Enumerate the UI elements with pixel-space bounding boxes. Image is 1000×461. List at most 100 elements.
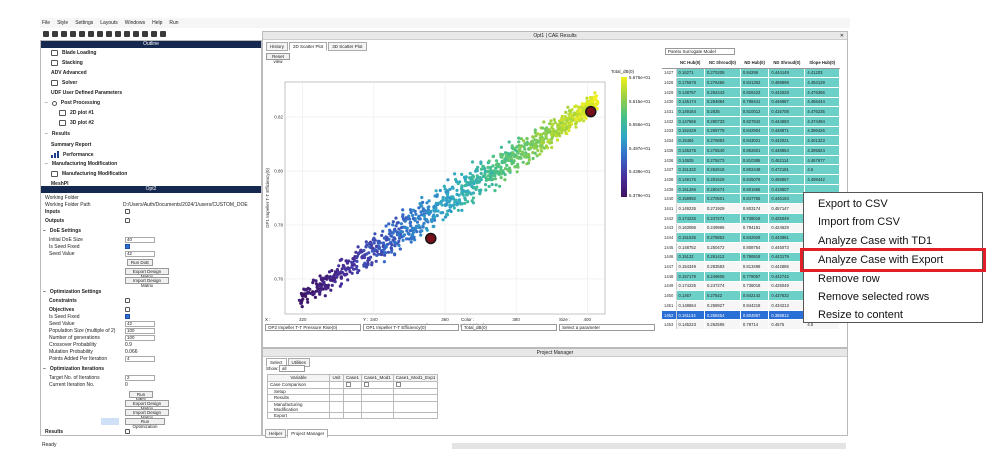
export-icon[interactable]	[133, 30, 139, 37]
close-icon[interactable]: ✕	[839, 33, 844, 39]
outline-item-stacking[interactable]: Stacking	[51, 60, 83, 66]
menu-remove-selected-rows[interactable]: Remove selected rows	[818, 291, 930, 303]
menu-remove-row[interactable]: Remove row	[818, 273, 880, 285]
show-select[interactable]: all	[279, 365, 305, 372]
tab-3d-scatter[interactable]: 3D Scatter Plot	[328, 42, 367, 51]
tab-select[interactable]: Select	[266, 358, 287, 367]
points-added-input[interactable]: 4	[125, 356, 155, 362]
column-header[interactable]: ND Shroud(0)	[768, 58, 805, 69]
settings-icon[interactable]	[70, 30, 76, 37]
zoom-icon[interactable]	[151, 30, 157, 37]
outline-item-blade-loading[interactable]: Blade Loading	[51, 50, 96, 56]
outline-item-performance[interactable]: Performance	[51, 151, 94, 158]
menu-analyze-export[interactable]: Analyze Case with Export	[818, 254, 944, 266]
table-row[interactable]: 1438 0.149176 0.281529 0.845076 0.468867 4.49…	[662, 174, 840, 185]
new-file-icon[interactable]	[43, 30, 49, 37]
open-folder-icon[interactable]	[52, 30, 58, 37]
seed-value2-input[interactable]: 42	[125, 321, 155, 327]
outline-item-summary-report[interactable]: Summary Report	[51, 142, 92, 148]
pm-row[interactable]: Export	[267, 411, 439, 419]
pm-row[interactable]: Manufacturing Modification	[267, 400, 439, 413]
table-row[interactable]: 1429 0.148767 0.252443 0.826423 0.442528 4.47…	[662, 87, 840, 98]
table-row[interactable]: 1430 0.145174 0.264864 0.798441 0.446987 4.46…	[662, 97, 840, 108]
menu-analyze-td1[interactable]: Analyze Case with TD1	[818, 235, 933, 247]
reset-view-button[interactable]: Reset view	[266, 53, 290, 64]
table-row[interactable]: 1436 0.14925 0.279273 0.810386 0.462114 4.467…	[662, 155, 840, 166]
column-header[interactable]: ND Hub(0)	[740, 58, 769, 69]
pm-checkbox[interactable]	[395, 381, 401, 387]
table-icon[interactable]	[97, 30, 103, 37]
highlighted-point[interactable]	[585, 105, 597, 118]
tab-history[interactable]: History	[266, 42, 289, 51]
pm-checkbox[interactable]	[346, 381, 351, 387]
table-row[interactable]: 1437 0.151332 0.262618 0.802448 0.472181 4.5	[662, 164, 840, 176]
wrench-icon[interactable]	[79, 30, 85, 37]
outline-item-2d-plot[interactable]: 2D plot #1	[59, 110, 94, 116]
table-row[interactable]: 1428 0.175678 0.276465 0.841363 0.469898 4.49…	[662, 77, 840, 88]
working-folder-path-value[interactable]: D:/Users/Auth/Documents/2024/1/users/CUS…	[123, 202, 248, 208]
outputs-icon[interactable]	[125, 218, 130, 223]
clipboard-icon[interactable]	[142, 30, 148, 37]
menu-resize-content[interactable]: Resize to content	[818, 309, 903, 321]
objectives-icon[interactable]	[125, 307, 130, 312]
chart-icon[interactable]	[88, 30, 94, 37]
column-header[interactable]: Slope Hub(0)	[804, 58, 840, 69]
menu-settings[interactable]: Settings	[75, 20, 94, 26]
outline-item-meshpi[interactable]: MeshPI	[51, 181, 69, 187]
highlighted-point[interactable]	[425, 232, 437, 245]
pm-checkbox[interactable]	[364, 381, 370, 387]
num-generations-input[interactable]: 100	[125, 335, 155, 341]
collapse-icon[interactable]: −	[45, 161, 48, 167]
column-header[interactable]: NC Shroud(0)	[704, 58, 741, 69]
outline-item-manufacturing-mod[interactable]: Manufacturing Modification	[51, 171, 127, 177]
color-selector[interactable]: Total_dB(0)	[461, 324, 557, 331]
is-seed-fixed-checkbox[interactable]	[125, 244, 130, 249]
export-design-matrix2-button[interactable]: Export Design Matrix	[125, 400, 169, 411]
constraints-icon[interactable]	[125, 298, 130, 303]
x-selector[interactable]: OP2 Impeller T-T Pressure Rise(0)	[265, 324, 361, 331]
collapse-icon[interactable]: −	[45, 100, 48, 106]
outline-item-3d-plot[interactable]: 3D plot #2	[59, 120, 94, 126]
back-icon[interactable]	[106, 30, 112, 37]
menu-import-csv[interactable]: Import from CSV	[818, 216, 900, 228]
horizontal-scrollbar[interactable]	[452, 443, 846, 449]
table-row[interactable]: 1431 0.149164 0.2835 0.810012 0.415708 4.4762…	[662, 106, 840, 117]
menu-export-csv[interactable]: Export to CSV	[818, 198, 888, 210]
table-row[interactable]: 1435 0.145275 0.275540 0.852601 0.448854 4.39…	[662, 145, 840, 156]
import-design-matrix-button[interactable]: Import Design Matrix	[125, 277, 169, 288]
collapse-icon[interactable]: −	[43, 366, 46, 372]
collapse-icon[interactable]: −	[45, 131, 48, 137]
menu-help[interactable]: Help	[152, 20, 163, 26]
outline-item-manufacturing-modification[interactable]: − Manufacturing Modification	[45, 161, 118, 167]
run-doe-button[interactable]: Run DoE	[127, 259, 153, 266]
size-selector[interactable]: Select a parameter	[559, 324, 655, 331]
target-iterations-input[interactable]: 2	[125, 375, 155, 381]
menu-style[interactable]: Style	[57, 20, 69, 26]
column-header[interactable]	[662, 58, 676, 69]
results-icon[interactable]	[125, 429, 130, 434]
export-design-matrix-button[interactable]: Export Design Matrix	[125, 268, 169, 279]
camera-icon[interactable]	[160, 30, 166, 37]
menu-file[interactable]: File	[42, 20, 51, 26]
forward-icon[interactable]	[115, 30, 121, 37]
outline-item-udf[interactable]: UDF User Defined Parameters	[51, 90, 123, 96]
tab-2d-scatter[interactable]: 2D Scatter Plot	[289, 42, 328, 51]
menu-layouts[interactable]: Layouts	[100, 20, 118, 26]
play-icon[interactable]	[124, 30, 130, 37]
population-size-input[interactable]: 100	[125, 328, 155, 334]
table-row[interactable]: 1453 0.145223 0.262595 0.78714 0.4575 4.5	[662, 319, 840, 331]
initial-doe-size-input[interactable]: 40	[125, 237, 155, 243]
outline-item-post-processing[interactable]: − Post Processing	[45, 100, 101, 106]
outline-item-results[interactable]: − Results	[45, 131, 70, 137]
tab-helper[interactable]: Helper	[265, 429, 287, 438]
table-row[interactable]: 1432 0.147666 0.280733 0.827842 0.444683 4.47…	[662, 116, 840, 127]
run-optimization-button[interactable]: Run Optimization	[125, 418, 165, 429]
outline-item-advanced[interactable]: ADV Advanced	[51, 70, 87, 76]
menu-windows[interactable]: Windows	[124, 20, 146, 26]
menu-run[interactable]: Run	[169, 20, 179, 26]
pm-row[interactable]: Case Comparison	[267, 380, 439, 389]
tab-project-manager[interactable]: Project Manager	[287, 429, 329, 438]
is-seed-fixed2-checkbox[interactable]	[125, 314, 130, 319]
model-select[interactable]: Pareto Surrogate Model	[665, 48, 735, 55]
table-row[interactable]: 1433 0.152429 0.269779 0.842904 0.448871 4.39…	[662, 126, 840, 137]
